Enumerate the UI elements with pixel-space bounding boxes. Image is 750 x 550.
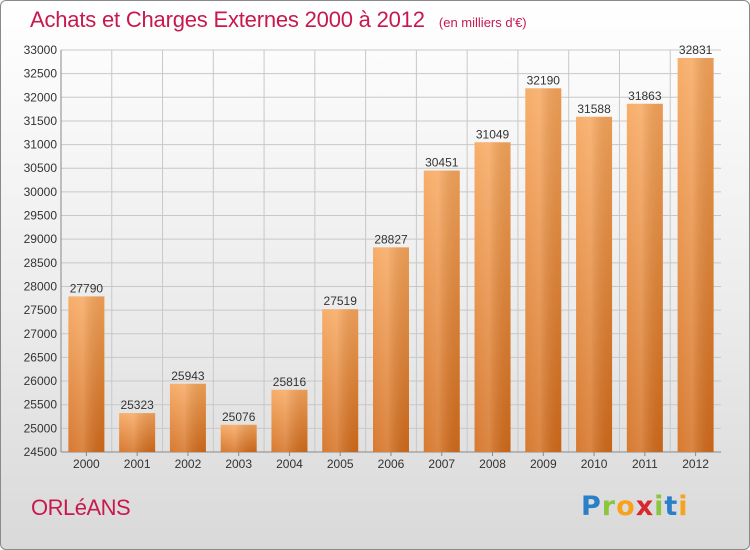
- logo-letter: t: [664, 491, 679, 522]
- y-tick-label: 31500: [24, 114, 58, 128]
- value-label: 32831: [679, 43, 713, 57]
- y-tick-label: 33000: [24, 43, 58, 57]
- y-tick-label: 26000: [24, 374, 58, 388]
- bar-shine: [576, 116, 613, 452]
- value-label: 25076: [222, 410, 256, 424]
- y-tick-label: 25500: [24, 398, 58, 412]
- x-tick-label: 2006: [378, 457, 405, 471]
- x-tick-label: 2001: [124, 457, 151, 471]
- labels: 24500 25000 25500 26000 26500 27000 27500 28000…: [24, 43, 713, 471]
- city-name: ORLéANS: [31, 495, 131, 520]
- y-tick-label: 30000: [24, 185, 58, 199]
- bar-shine: [119, 413, 156, 452]
- bar-shine: [322, 309, 359, 452]
- value-label: 31049: [476, 127, 510, 141]
- y-tick-label: 28000: [24, 279, 58, 293]
- bar-shine: [525, 88, 562, 453]
- logo-letter: i: [654, 491, 665, 522]
- x-tick-label: 2012: [682, 457, 709, 471]
- chart-title: Achats et Charges Externes 2000 à 2012: [30, 7, 425, 32]
- chart-title-block: Achats et Charges Externes 2000 à 2012 (…: [30, 7, 527, 33]
- value-label: 25816: [273, 375, 307, 389]
- proxiti-logo: Proxiti: [581, 491, 689, 522]
- x-tick-label: 2004: [276, 457, 303, 471]
- y-tick-label: 32500: [24, 67, 58, 81]
- x-tick-label: 2008: [479, 457, 506, 471]
- bar-shine: [677, 57, 714, 452]
- x-tick-label: 2010: [581, 457, 608, 471]
- x-tick-label: 2005: [327, 457, 354, 471]
- logo-letter: P: [581, 491, 602, 522]
- x-tick-label: 2007: [428, 457, 455, 471]
- x-tick-label: 2000: [73, 457, 100, 471]
- x-tick-label: 2002: [175, 457, 202, 471]
- bar-shine: [474, 142, 511, 453]
- y-tick-label: 29500: [24, 209, 58, 223]
- x-tick-label: 2009: [530, 457, 557, 471]
- y-tick-label: 31000: [24, 138, 58, 152]
- value-label: 27519: [324, 294, 358, 308]
- bar-shine: [423, 170, 460, 452]
- y-tick-label: 28500: [24, 256, 58, 270]
- logo-letter: r: [601, 491, 617, 522]
- value-label: 31863: [628, 89, 662, 103]
- logo-letter: i: [678, 491, 689, 522]
- value-label: 27790: [70, 281, 104, 295]
- y-tick-label: 32000: [24, 90, 58, 104]
- bars: [68, 57, 714, 453]
- x-tick-label: 2003: [225, 457, 252, 471]
- value-label: 32190: [527, 73, 561, 87]
- y-tick-label: 27000: [24, 327, 58, 341]
- value-label: 31588: [577, 102, 611, 116]
- value-label: 25323: [120, 398, 154, 412]
- value-label: 25943: [171, 369, 205, 383]
- y-tick-label: 29000: [24, 232, 58, 246]
- logo-letter: x: [635, 491, 655, 522]
- y-tick-label: 30500: [24, 161, 58, 175]
- bar-shine: [271, 389, 308, 452]
- bar-shine: [169, 383, 206, 452]
- y-tick-label: 26500: [24, 350, 58, 364]
- bar-shine: [626, 103, 663, 453]
- chart-subtitle: (en milliers d'€): [438, 15, 527, 30]
- bar-shine: [68, 296, 105, 452]
- bar-shine: [373, 247, 409, 452]
- value-label: 28827: [374, 232, 408, 246]
- y-tick-label: 25000: [24, 421, 58, 435]
- x-tick-label: 2011: [632, 457, 658, 471]
- value-label: 30451: [425, 156, 459, 170]
- y-tick-label: 24500: [24, 445, 58, 459]
- logo-letter: o: [616, 491, 636, 522]
- bar-shine: [220, 424, 257, 452]
- y-tick-label: 27500: [24, 303, 58, 317]
